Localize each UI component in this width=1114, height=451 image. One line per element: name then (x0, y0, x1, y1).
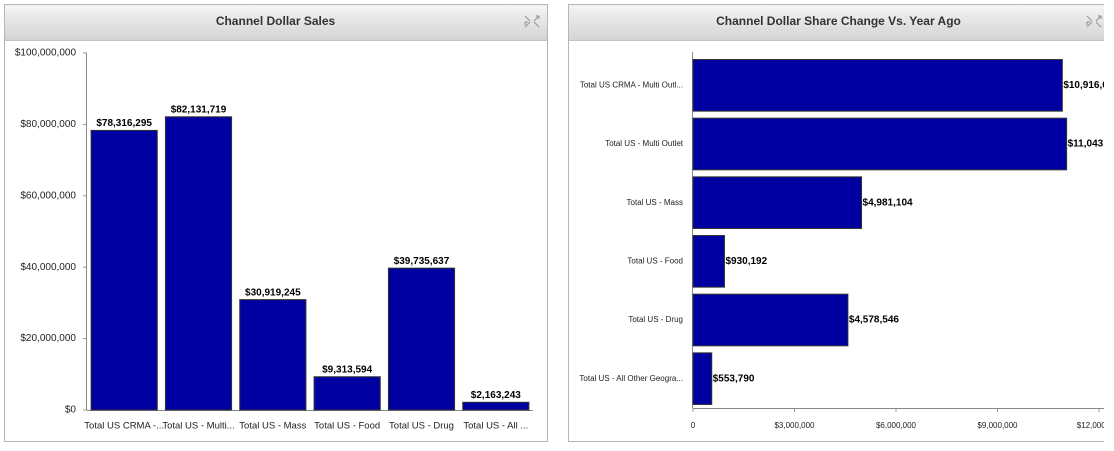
y-tick-label: Total US - All Other Geogra... (579, 374, 683, 383)
value-label: $30,919,245 (245, 287, 301, 298)
y-tick-label: $100,000,000 (15, 48, 77, 59)
value-label: $10,916,000 (1063, 80, 1114, 91)
bar (693, 177, 862, 229)
x-tick-label: Total US - Multi... (162, 421, 234, 432)
x-tick-label: Total US - Food (314, 421, 380, 432)
x-tick-label: $9,000,000 (977, 421, 1018, 430)
bar (693, 236, 724, 288)
x-tick-label: $3,000,000 (774, 421, 815, 430)
chart-panel: Channel Dollar Sales $0 $20,000,000 $40,000… (5, 5, 548, 442)
value-label: $39,735,637 (394, 256, 450, 267)
bar (463, 402, 529, 410)
value-label: $553,790 (713, 373, 755, 384)
value-label: $930,192 (725, 256, 767, 267)
x-tick-label: $12,000,000 (1077, 421, 1114, 430)
bar (388, 268, 454, 410)
bar (314, 377, 380, 410)
value-label: $2,163,243 (471, 390, 521, 401)
y-tick-label: Total US - Mass (627, 198, 683, 207)
y-tick-label: $80,000,000 (20, 119, 76, 130)
bar (693, 60, 1062, 112)
bar (693, 118, 1067, 170)
value-label: $4,578,546 (849, 315, 899, 326)
value-label: $11,043,000 (1068, 139, 1114, 150)
y-tick-label: Total US - Food (627, 256, 683, 265)
value-label: $82,131,719 (171, 104, 227, 115)
y-tick-label: $60,000,000 (20, 190, 76, 201)
bar (693, 353, 712, 405)
chart-title: Channel Dollar Sales (216, 14, 336, 28)
y-tick-label: Total US - Drug (628, 315, 683, 324)
y-tick-label: Total US - Multi Outlet (605, 139, 684, 148)
y-tick-label: Total US CRMA - Multi Outl... (580, 80, 683, 89)
bar (240, 300, 306, 410)
chart-title: Channel Dollar Share Change Vs. Year Ago (716, 14, 961, 28)
value-label: $4,981,104 (863, 197, 913, 208)
x-tick-label: Total US - Mass (239, 421, 306, 432)
x-tick-label: $6,000,000 (876, 421, 917, 430)
chart-panel: Channel Dollar Share Change Vs. Year Ago… (569, 5, 1114, 442)
x-tick-label: Total US - All ... (463, 421, 528, 432)
x-tick-label: 0 (691, 421, 696, 430)
bar (165, 117, 231, 410)
y-tick-label: $40,000,000 (20, 262, 76, 273)
value-label: $78,316,295 (96, 118, 152, 129)
value-label: $9,313,594 (322, 364, 372, 375)
y-tick-label: $0 (65, 405, 77, 416)
x-tick-label: Total US - Drug (389, 421, 454, 432)
bar (91, 130, 157, 410)
y-tick-label: $20,000,000 (20, 333, 76, 344)
x-tick-label: Total US CRMA -... (84, 421, 164, 432)
bar (693, 294, 848, 346)
